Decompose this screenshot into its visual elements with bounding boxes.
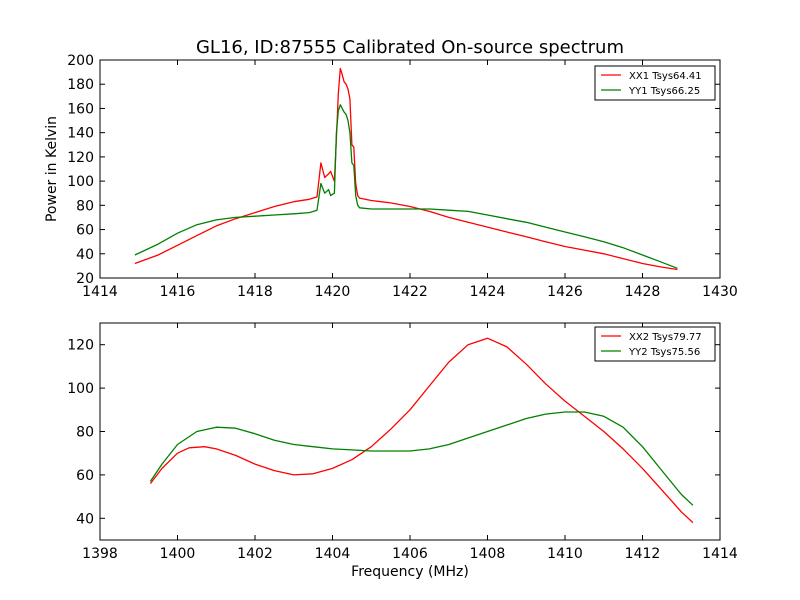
plot-area-bottom: 1398 1400 1402 1404 1406 1408 1410 1412 1414 40 60… [67, 322, 738, 562]
x-tick-label: 1414 [702, 546, 738, 562]
y-tick-label: 180 [67, 77, 94, 93]
x-axis-label-bottom: Frequency (MHz) [351, 564, 469, 580]
x-tick-label: 1416 [160, 284, 196, 300]
y-tick-label: 200 [67, 53, 94, 69]
x-tick-label: 1420 [315, 284, 351, 300]
series-line-2-1 [149, 337, 694, 524]
series-line-1-2 [134, 104, 678, 269]
legend: XX2 Tsys79.77 YY2 Tsys75.56 [594, 326, 716, 362]
x-tick-label: 1430 [702, 284, 738, 300]
y-axis-label-top: Power in Kelvin [44, 116, 60, 222]
x-tick-label: 1402 [237, 546, 273, 562]
x-tick-label: 1410 [547, 546, 583, 562]
chart-title-top: GL16, ID:87555 Calibrated On-source spec… [196, 37, 624, 58]
y-tick-label: 120 [67, 150, 94, 166]
legend-label: YY1 Tsys66.25 [628, 86, 700, 97]
y-tick-label: 80 [76, 425, 94, 441]
y-tick-label: 60 [76, 223, 94, 239]
x-tick-label: 1404 [315, 546, 351, 562]
x-tick-label: 1428 [625, 284, 661, 300]
legend-box [594, 65, 716, 101]
x-tick-label: 1418 [237, 284, 273, 300]
x-tick-label: 1406 [392, 546, 428, 562]
x-tick-label: 1398 [82, 546, 118, 562]
y-tick-label: 100 [67, 381, 94, 397]
x-tick-label: 1400 [160, 546, 196, 562]
y-tick-label: 40 [76, 511, 94, 527]
legend-label: XX2 Tsys79.77 [629, 332, 702, 343]
y-tick-label: 140 [67, 126, 94, 142]
x-tick-label: 1426 [547, 284, 583, 300]
y-tick-label: 100 [67, 174, 94, 190]
legend-box [594, 326, 716, 362]
panel-top: GL16, ID:87555 Calibrated On-source spec… [44, 37, 738, 300]
legend: XX1 Tsys64.41 YY1 Tsys66.25 [594, 65, 716, 101]
series-line-1-1 [134, 67, 678, 271]
legend-label: YY2 Tsys75.56 [628, 347, 700, 358]
y-tick-label: 160 [67, 101, 94, 117]
y-tick-label: 120 [67, 338, 94, 354]
plot-area-top: 1414 1416 1418 1420 1422 1424 1426 1428 1430 20 40… [67, 53, 738, 300]
x-tick-label: 1414 [82, 284, 118, 300]
x-tick-label: 1412 [625, 546, 661, 562]
y-tick-label: 60 [76, 468, 94, 484]
y-tick-label: 80 [76, 198, 94, 214]
panel-bottom: Frequency (MHz) 1398 1400 1402 1404 1406 1408… [67, 322, 738, 580]
y-tick-label: 40 [76, 247, 94, 263]
legend-label: XX1 Tsys64.41 [629, 71, 702, 82]
x-tick-label: 1424 [470, 284, 506, 300]
x-tick-label: 1408 [470, 546, 506, 562]
x-tick-label: 1422 [392, 284, 428, 300]
series-line-2-2 [149, 411, 694, 506]
y-tick-label: 20 [76, 271, 94, 287]
